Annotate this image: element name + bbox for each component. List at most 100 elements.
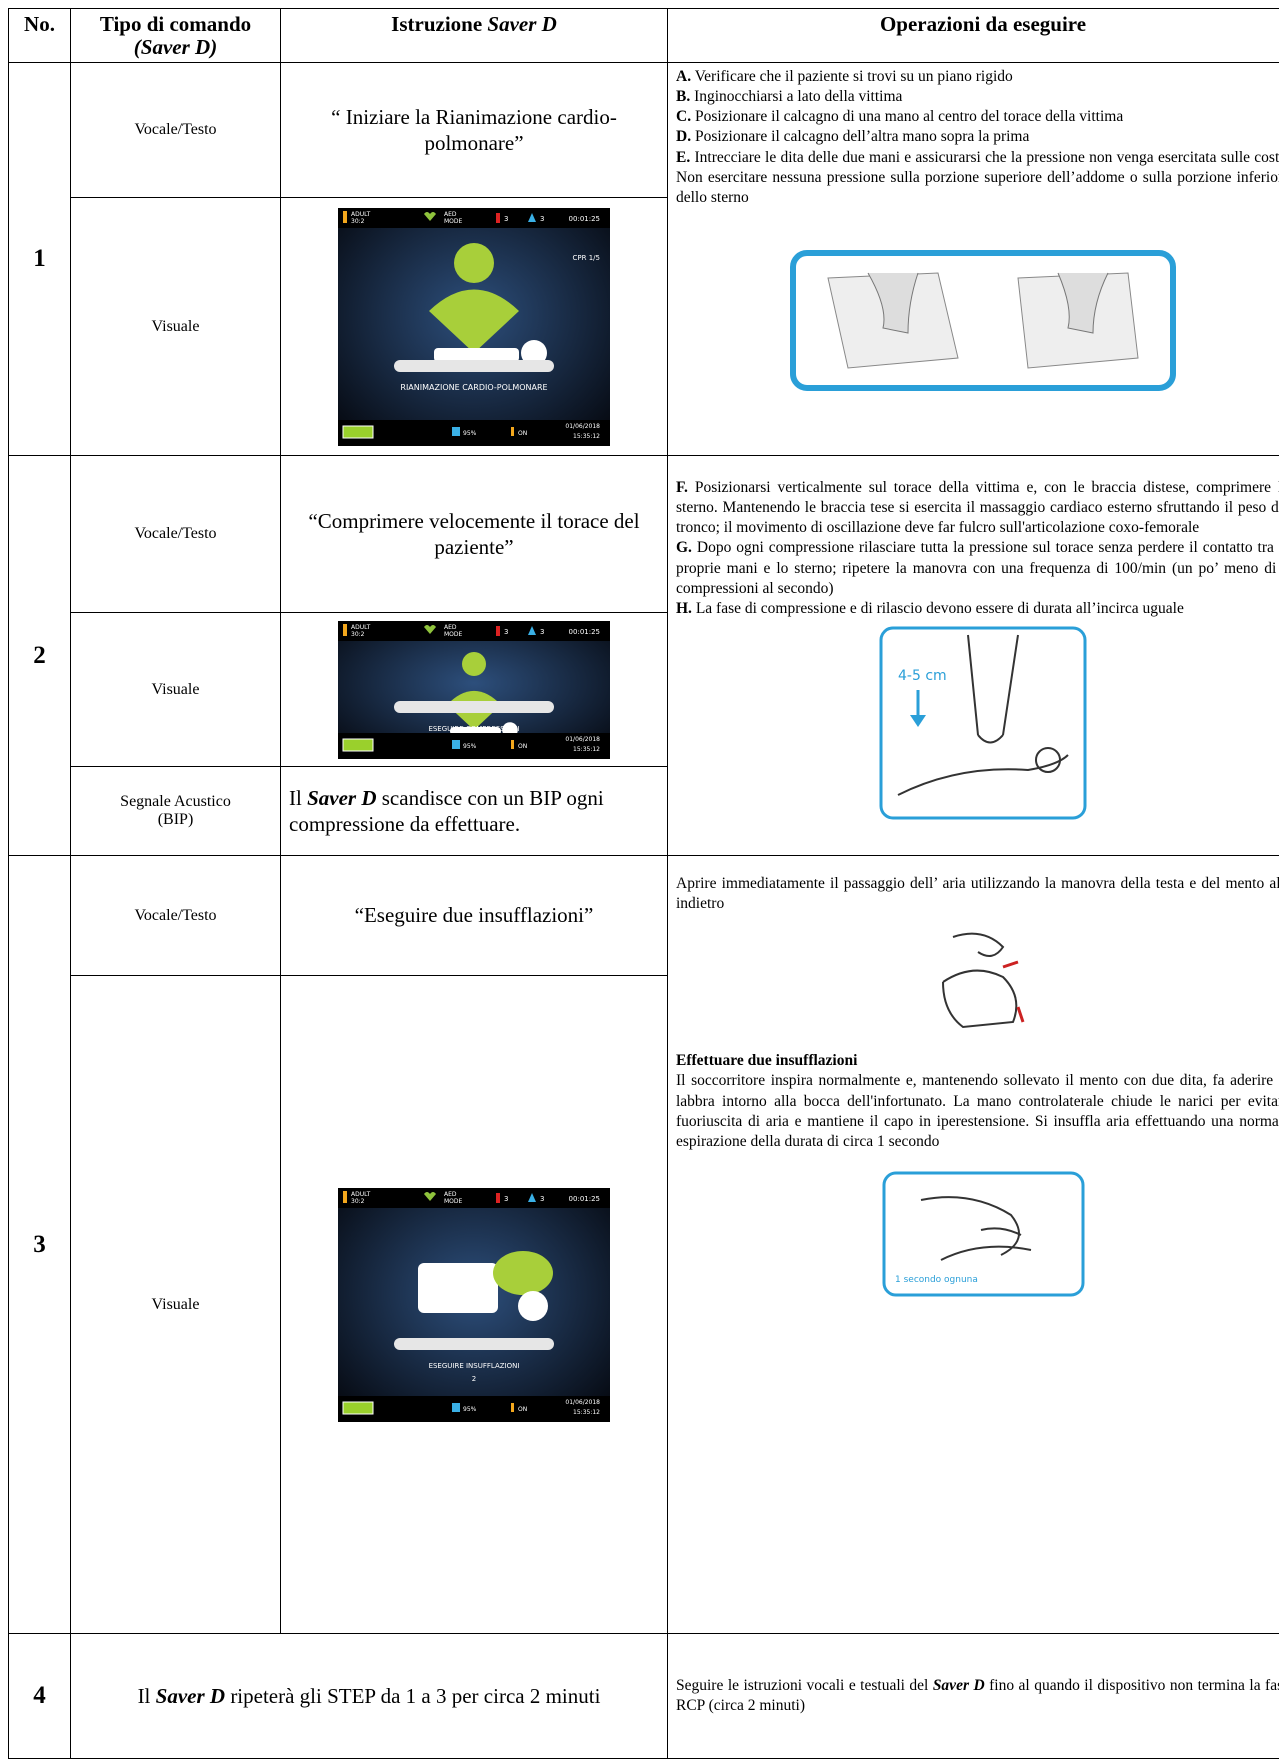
- command-instruction: Il Saver D ripeterà gli STEP da 1 a 3 pe…: [71, 1634, 668, 1759]
- item-text: Verificare che il paziente si trovi su u…: [695, 68, 1013, 85]
- operation-list: F. Posizionarsi verticalmente sul torace…: [676, 478, 1279, 619]
- item-label: F.: [676, 479, 688, 496]
- item-text: Dopo ogni compressione rilasciare tutta …: [676, 539, 1279, 596]
- header-type: Tipo di comando: [100, 12, 251, 36]
- screen-text: ADULT: [351, 211, 371, 218]
- command-instruction: “Comprimere velocemente il torace del pa…: [281, 456, 668, 613]
- operation-item: H. La fase di compressione e di rilascio…: [676, 599, 1279, 619]
- screen-text: MODE: [444, 631, 463, 638]
- icon: [452, 740, 460, 749]
- operations: A. Verificare che il paziente si trovi s…: [668, 63, 1279, 456]
- operation-list: A. Verificare che il paziente si trovi s…: [676, 67, 1279, 208]
- screen-text: 3: [504, 1195, 508, 1203]
- header-cell: Operazioni da eseguire: [668, 9, 1279, 63]
- screen-text: 00:01:25: [569, 215, 600, 223]
- header-row: No. Tipo di comando(Saver D) Istruzione …: [9, 9, 1279, 63]
- icon: [496, 626, 500, 636]
- screen-text: ESEGUIRE COMPRESSIONI: [428, 725, 519, 733]
- header-device: Saver D: [487, 12, 556, 36]
- operation-heading: Effettuare due insufflazioni: [676, 1051, 1279, 1071]
- icon: [452, 1403, 460, 1412]
- text-part: ripeterà gli STEP da 1 a 3 per circa 2 m…: [225, 1684, 600, 1708]
- screen-text: ADULT: [351, 624, 371, 631]
- row: 3 Vocale/Testo “Eseguire due insufflazio…: [9, 856, 1279, 976]
- battery: [343, 426, 373, 438]
- illustration: [788, 248, 1178, 393]
- text-part: Il: [138, 1684, 156, 1708]
- progress-bar: [394, 1338, 554, 1350]
- screen-text: 3: [540, 215, 544, 223]
- screen-text: 00:01:25: [569, 1195, 600, 1203]
- screen-text: 2: [472, 1375, 476, 1383]
- screen-text: 30:2: [351, 218, 365, 225]
- illustration-caption: 1 secondo ognuna: [895, 1275, 978, 1285]
- screen-text: 3: [504, 215, 508, 223]
- operation-item: C. Posizionare il calcagno di una mano a…: [676, 107, 1279, 127]
- header-operations: Operazioni da eseguire: [880, 12, 1086, 36]
- text-part: Saver D: [307, 786, 376, 810]
- header-cell: No.: [9, 9, 71, 63]
- battery: [343, 1402, 373, 1414]
- type-line: Segnale Acustico: [120, 793, 231, 810]
- illustration: [923, 922, 1043, 1037]
- screen-text: 30:2: [351, 1198, 365, 1205]
- screen-text: 15:35:12: [573, 1409, 600, 1416]
- screen-text: 30:2: [351, 631, 365, 638]
- item-label: D.: [676, 128, 691, 145]
- step-number: 1: [9, 63, 71, 456]
- screen-text: 95%: [463, 1406, 477, 1413]
- text-part: Saver D: [156, 1684, 225, 1708]
- operation-item: G. Dopo ogni compressione rilasciare tut…: [676, 538, 1279, 598]
- item-label: G.: [676, 539, 692, 556]
- operation-item: E. Intrecciare le dita delle due mani e …: [676, 148, 1279, 208]
- command-type: Vocale/Testo: [71, 63, 281, 198]
- operations: Aprire immediatamente il passaggio dell’…: [668, 856, 1279, 1634]
- instruction-table: No. Tipo di comando(Saver D) Istruzione …: [8, 8, 1279, 1759]
- operation-item: F. Posizionarsi verticalmente sul torace…: [676, 478, 1279, 538]
- screen-text: ESEGUIRE INSUFFLAZIONI: [429, 1362, 520, 1370]
- header-type-note: (Saver D): [134, 35, 217, 59]
- command-instruction: Il Saver D scandisce con un BIP ogni com…: [281, 767, 668, 856]
- screen-text: 15:35:12: [573, 746, 600, 753]
- screen-text: ON: [518, 430, 527, 437]
- screen-text: 01/06/2018: [565, 423, 600, 430]
- text-part: Il: [289, 786, 307, 810]
- step-number: 4: [9, 1634, 71, 1759]
- item-label: E.: [676, 149, 690, 166]
- command-type: Visuale: [71, 976, 281, 1634]
- screen-text: AED: [444, 624, 457, 631]
- item-text: Intrecciare le dita delle due mani e ass…: [676, 149, 1279, 206]
- item-label: B.: [676, 88, 690, 105]
- progress-bar: [394, 701, 554, 713]
- header-cell: Istruzione Saver D: [281, 9, 668, 63]
- command-type: Vocale/Testo: [71, 856, 281, 976]
- step-number: 3: [9, 856, 71, 1634]
- icon: [511, 1403, 514, 1412]
- command-instruction: “ Iniziare la Rianimazione cardio-polmon…: [281, 63, 668, 198]
- screen-text: 3: [540, 1195, 544, 1203]
- screen-text: 15:35:12: [573, 433, 600, 440]
- type-line: (BIP): [158, 811, 194, 828]
- text-part: Seguire le istruzioni vocali e testuali …: [676, 1677, 933, 1694]
- screen-text: 01/06/2018: [565, 1399, 600, 1406]
- figure: [454, 243, 494, 283]
- icon: [511, 427, 514, 436]
- item-text: Posizionare il calcagno di una mano al c…: [695, 108, 1123, 125]
- command-instruction: “Eseguire due insufflazioni”: [281, 856, 668, 976]
- screen-text: ADULT: [351, 1191, 371, 1198]
- operation-item: A. Verificare che il paziente si trovi s…: [676, 67, 1279, 87]
- row: 4 Il Saver D ripeterà gli STEP da 1 a 3 …: [9, 1634, 1279, 1759]
- command-type: Vocale/Testo: [71, 456, 281, 613]
- screen-text: AED: [444, 1191, 457, 1198]
- icon: [343, 1191, 347, 1203]
- item-text: La fase di compressione e di rilascio de…: [696, 600, 1184, 617]
- figure: [462, 652, 486, 676]
- screen-text: ON: [518, 743, 527, 750]
- operation-text: Il soccorritore inspira normalmente e, m…: [676, 1071, 1279, 1152]
- screen-text: 95%: [463, 743, 477, 750]
